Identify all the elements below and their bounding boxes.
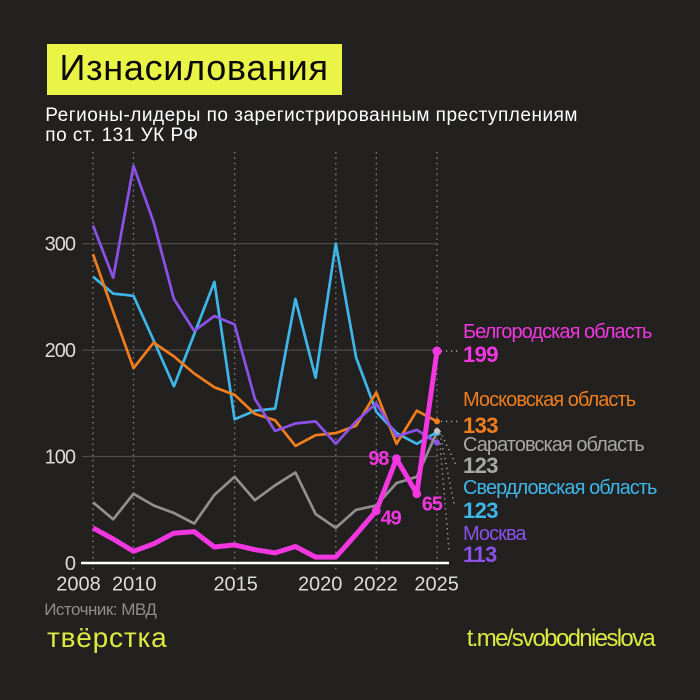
svg-text:100: 100 bbox=[45, 447, 76, 469]
svg-text:2020: 2020 bbox=[298, 574, 343, 596]
svg-text:2008: 2008 bbox=[56, 574, 101, 596]
svg-text:2015: 2015 bbox=[213, 574, 258, 596]
svg-text:2025: 2025 bbox=[414, 574, 459, 596]
svg-text:0: 0 bbox=[65, 553, 76, 575]
svg-text:2022: 2022 bbox=[353, 574, 398, 596]
svg-text:300: 300 bbox=[45, 234, 76, 256]
svg-text:49: 49 bbox=[381, 508, 402, 530]
svg-text:2010: 2010 bbox=[112, 574, 157, 596]
svg-text:65: 65 bbox=[422, 494, 443, 516]
svg-text:200: 200 bbox=[45, 340, 76, 362]
svg-text:98: 98 bbox=[368, 448, 389, 470]
